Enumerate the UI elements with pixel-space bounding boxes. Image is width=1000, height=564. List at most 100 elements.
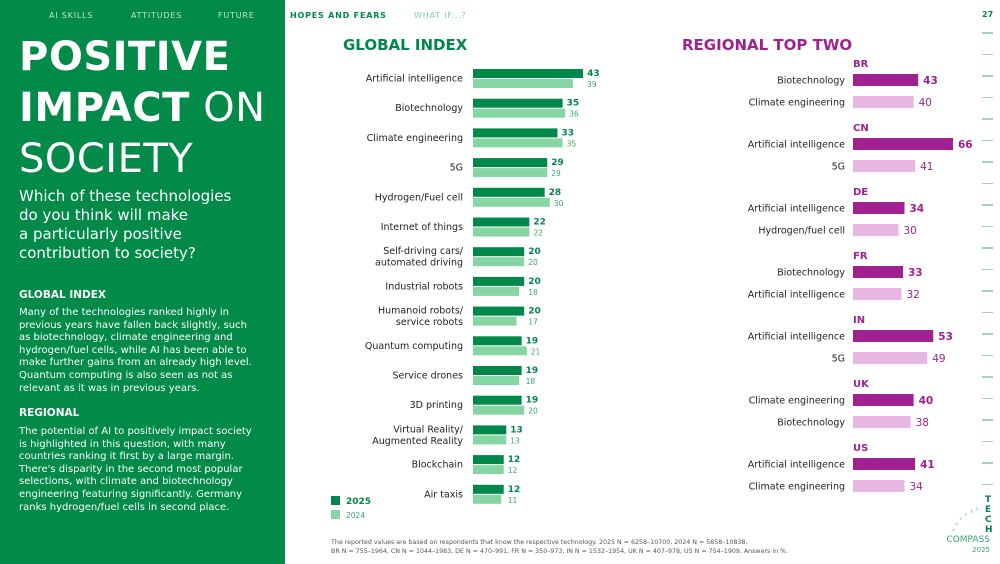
value-label-2024: 21 [531,347,541,356]
bar-2025 [473,187,545,197]
region-label: UK [853,379,870,390]
logo-compass: COMPASS [946,535,990,545]
category-label: Virtual Reality/Augmented Reality [372,424,464,447]
nav-ai-skills[interactable]: AI SKILLS [49,11,94,20]
region-label: IN [853,315,865,326]
bar-2024 [473,197,550,207]
category-label: Hydrogen/Fuel cell [375,192,463,203]
value-label-2025: 13 [510,425,523,435]
value-label-2025: 19 [526,396,539,406]
value-label-2024: 39 [587,80,597,89]
category-label: 3D printing [410,400,463,411]
regional-heading: REGIONAL [19,407,80,419]
bar-2024 [473,108,566,118]
regional-category-label: Climate engineering [749,482,845,493]
value-label-2025: 19 [526,336,539,346]
bar-2024 [473,465,504,475]
global-heading: GLOBAL INDEX [19,289,107,301]
logo-year: 2025 [972,546,990,554]
legend-label-2024: 2024 [346,511,365,520]
bar-first [853,266,903,278]
legend-label-2025: 2025 [346,497,371,507]
category-label: Artificial intelligence [366,74,463,85]
bar-2025 [473,217,530,227]
bar-2024 [473,494,502,504]
regional-category-label: Artificial intelligence [748,204,845,215]
category-label: Industrial robots [385,281,463,292]
nav-what-if[interactable]: WHAT IF...? [414,11,467,20]
value-label-2025: 20 [528,247,541,257]
regional-value-label: 41 [920,161,933,173]
regional-value-label: 41 [920,459,935,471]
category-label: Self-driving cars/automated driving [375,246,464,269]
category-label: Air taxis [424,489,463,500]
bar-first [853,74,919,86]
value-label-2024: 20 [528,407,538,416]
value-label-2025: 29 [551,158,564,168]
regional-text: The potential of AI to positively impact… [19,426,252,513]
category-label: Internet of things [381,222,463,233]
bar-2025 [473,69,584,78]
logo-tech: TECH [985,495,993,535]
bar-first [853,202,905,214]
value-label-2024: 36 [569,110,579,119]
bar-2024 [473,346,527,356]
title-bold-1: POSITIVE [19,34,231,80]
value-label-2025: 43 [587,69,600,79]
bar-2025 [473,425,507,435]
tech-compass-logo: TECH COMPASS 2025 [940,495,995,555]
bar-2025 [473,128,558,138]
footnote: The reported values are based on respond… [331,539,789,555]
regional-category-label: 5G [832,354,845,365]
bar-2024 [473,286,520,296]
regional-value-label: 30 [903,225,916,237]
bar-2025 [473,276,525,286]
bar-2024 [473,376,520,385]
regional-value-label: 40 [919,395,934,407]
bar-first [853,138,953,150]
regional-category-label: Biotechnology [777,76,845,87]
bar-second [853,480,905,492]
bar-first [853,394,914,406]
regional-category-label: Artificial intelligence [748,460,845,471]
bar-first [853,458,916,470]
regional-category-label: Artificial intelligence [748,290,845,301]
value-label-2024: 30 [554,199,564,208]
nav-hopes-and-fears[interactable]: HOPES AND FEARS [290,11,387,20]
bar-2024 [473,227,530,237]
region-label: DE [853,187,868,198]
bar-2025 [473,158,548,168]
category-label: Biotechnology [395,103,463,114]
bar-2025 [473,395,522,405]
value-label-2025: 22 [533,218,546,228]
regional-value-label: 33 [908,267,923,279]
global-text: Many of the technologies ranked highly i… [19,307,252,394]
bar-2025 [473,98,563,108]
bar-2024 [473,435,507,445]
value-label-2025: 28 [549,188,562,198]
nav-future[interactable]: FUTURE [218,11,255,20]
sidebar [0,0,285,564]
legend-swatch-2025 [331,496,340,505]
regional-value-label: 40 [919,97,932,109]
nav-attitudes[interactable]: ATTITUDES [131,11,183,20]
value-label-2025: 12 [508,485,521,495]
category-label: Climate engineering [367,133,463,144]
bar-second [853,224,899,236]
regional-chart-title: REGIONAL TOP TWO [682,36,853,54]
regional-value-label: 34 [910,481,924,493]
value-label-2025: 35 [567,99,580,109]
regional-value-label: 66 [958,139,973,151]
value-label-2024: 13 [510,436,520,445]
bar-2024 [473,138,563,148]
regional-value-label: 43 [923,75,938,87]
bar-second [853,160,916,172]
region-label: FR [853,251,868,262]
compass-arc-icon [951,507,978,532]
bar-second [853,416,911,428]
value-label-2025: 20 [528,277,541,287]
value-label-2024: 17 [528,318,538,327]
bar-2025 [473,247,525,257]
value-label-2024: 22 [533,229,543,238]
regional-value-label: 32 [906,289,919,301]
